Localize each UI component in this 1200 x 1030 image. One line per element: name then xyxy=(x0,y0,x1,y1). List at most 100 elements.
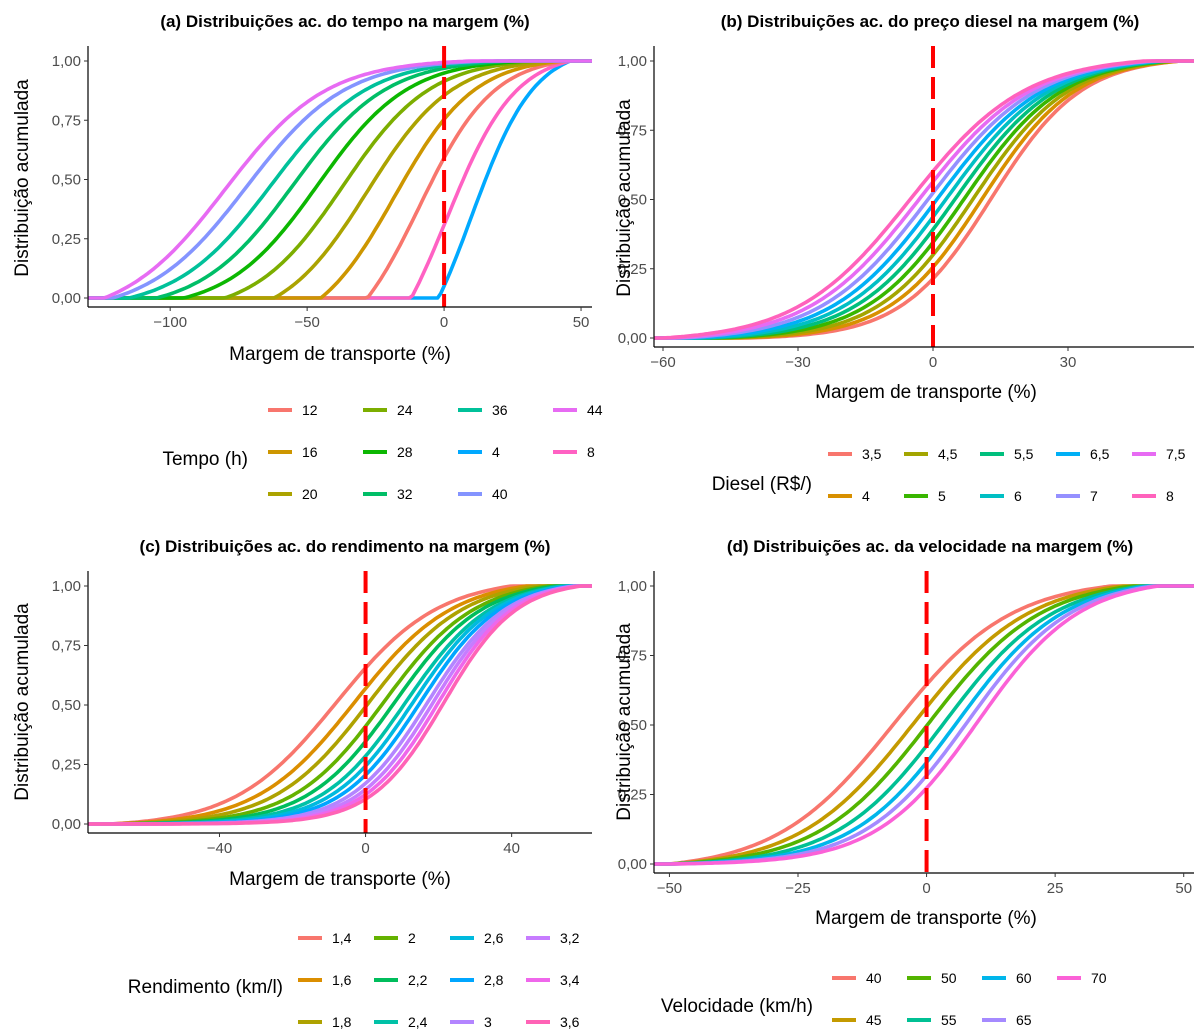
legend: Tempo (h) 12 24 36 44 16 28 4 8 20 32 40 xyxy=(162,402,602,502)
x-tick-label: −60 xyxy=(650,354,675,371)
legend-label-45: 45 xyxy=(866,1012,882,1028)
series-line-7 xyxy=(654,59,1194,340)
y-tick-label: 1,00 xyxy=(52,53,81,70)
y-tick-label: 0,50 xyxy=(52,697,81,714)
series-line-4 xyxy=(654,59,1194,340)
series-line-2,6 xyxy=(88,584,592,826)
legend-label-40: 40 xyxy=(866,970,882,986)
legend-label-70: 70 xyxy=(1091,970,1107,986)
y-tick-label: 0,00 xyxy=(618,856,647,873)
legend-label-4,5: 4,5 xyxy=(938,446,958,462)
series-line-70 xyxy=(654,584,1194,866)
y-tick-label: 0,00 xyxy=(618,330,647,347)
series-line-44 xyxy=(88,59,592,300)
x-tick-label: −40 xyxy=(207,840,232,857)
y-tick-label: 0,00 xyxy=(52,290,81,307)
x-axis-label: Margem de transporte (%) xyxy=(815,382,1037,403)
series-line-40 xyxy=(654,584,1194,866)
legend-label-3,6: 3,6 xyxy=(560,1014,580,1030)
y-tick-label: 1,00 xyxy=(618,578,647,595)
legend-label-6: 6 xyxy=(1014,488,1022,504)
legend-label-44: 44 xyxy=(587,402,603,418)
panel-c: (c) Distribuições ac. do rendimento na m… xyxy=(12,537,592,1030)
legend-title: Diesel (R$/) xyxy=(712,474,812,495)
x-axis-label: Margem de transporte (%) xyxy=(815,908,1037,929)
legend: Velocidade (km/h) 40 50 60 70 45 55 65 xyxy=(661,970,1107,1028)
legend-label-16: 16 xyxy=(302,444,318,460)
series-line-50 xyxy=(654,584,1194,866)
series-line-45 xyxy=(654,584,1194,866)
legend-label-40: 40 xyxy=(492,486,508,502)
legend-label-36: 36 xyxy=(492,402,508,418)
x-tick-label: 25 xyxy=(1047,880,1064,897)
legend-label-20: 20 xyxy=(302,486,318,502)
x-tick-label: 50 xyxy=(573,314,590,331)
y-tick-label: 0,75 xyxy=(618,122,647,139)
panel-title: (c) Distribuições ac. do rendimento na m… xyxy=(140,537,551,556)
y-axis-label: Distribuição acumulada xyxy=(614,99,635,297)
legend-label-2,8: 2,8 xyxy=(484,972,504,988)
y-axis-label: Distribuição acumulada xyxy=(12,79,33,277)
legend-label-7: 7 xyxy=(1090,488,1098,504)
legend-label-1,8: 1,8 xyxy=(332,1014,352,1030)
series-line-5 xyxy=(654,59,1194,340)
panel-title: (a) Distribuições ac. do tempo na margem… xyxy=(160,12,529,31)
legend-label-32: 32 xyxy=(397,486,413,502)
panel-b: (b) Distribuições ac. do preço diesel na… xyxy=(614,12,1194,504)
legend-label-3: 3 xyxy=(484,1014,492,1030)
panel-title: (b) Distribuições ac. do preço diesel na… xyxy=(721,12,1140,31)
y-tick-label: 0,25 xyxy=(618,261,647,278)
series-line-8 xyxy=(654,59,1194,340)
legend-label-24: 24 xyxy=(397,402,413,418)
series-line-1,4 xyxy=(88,584,592,826)
legend-title: Rendimento (km/l) xyxy=(128,977,283,998)
y-axis-label: Distribuição acumulada xyxy=(12,603,33,801)
x-tick-label: −50 xyxy=(294,314,319,331)
series-line-65 xyxy=(654,584,1194,866)
y-tick-label: 0,50 xyxy=(618,717,647,734)
x-tick-label: 40 xyxy=(503,840,520,857)
legend-label-12: 12 xyxy=(302,402,318,418)
y-tick-label: 1,00 xyxy=(52,578,81,595)
series-line-7,5 xyxy=(654,59,1194,340)
y-tick-label: 0,25 xyxy=(52,231,81,248)
y-tick-label: 0,25 xyxy=(52,757,81,774)
x-tick-label: −30 xyxy=(785,354,810,371)
legend-title: Tempo (h) xyxy=(162,449,248,470)
x-tick-label: 0 xyxy=(922,880,930,897)
legend-label-4: 4 xyxy=(492,444,500,460)
x-tick-label: 0 xyxy=(440,314,448,331)
legend-label-3,5: 3,5 xyxy=(862,446,882,462)
legend-label-7,5: 7,5 xyxy=(1166,446,1186,462)
series-line-5,5 xyxy=(654,59,1194,340)
series-line-4,5 xyxy=(654,59,1194,340)
y-tick-label: 0,50 xyxy=(618,192,647,209)
series-line-3,5 xyxy=(654,59,1194,340)
legend-title: Velocidade (km/h) xyxy=(661,996,813,1017)
series-line-55 xyxy=(654,584,1194,866)
legend-label-50: 50 xyxy=(941,970,957,986)
x-tick-label: 0 xyxy=(929,354,937,371)
legend-label-8: 8 xyxy=(1166,488,1174,504)
y-tick-label: 0,75 xyxy=(618,648,647,665)
x-tick-label: −25 xyxy=(785,880,810,897)
legend-label-4: 4 xyxy=(862,488,870,504)
legend-label-60: 60 xyxy=(1016,970,1032,986)
panel-a: (a) Distribuições ac. do tempo na margem… xyxy=(12,12,603,502)
y-tick-label: 0,75 xyxy=(52,112,81,129)
legend-label-2: 2 xyxy=(408,930,416,946)
legend-label-2,2: 2,2 xyxy=(408,972,428,988)
series-line-60 xyxy=(654,584,1194,866)
legend-label-5,5: 5,5 xyxy=(1014,446,1034,462)
y-tick-label: 1,00 xyxy=(618,53,647,70)
x-tick-label: −50 xyxy=(657,880,682,897)
x-tick-label: 50 xyxy=(1175,880,1192,897)
legend-label-65: 65 xyxy=(1016,1012,1032,1028)
panel-title: (d) Distribuições ac. da velocidade na m… xyxy=(727,537,1133,556)
y-axis-label: Distribuição acumulada xyxy=(614,623,635,821)
legend-label-6,5: 6,5 xyxy=(1090,446,1110,462)
x-tick-label: 30 xyxy=(1060,354,1077,371)
legend-label-5: 5 xyxy=(938,488,946,504)
legend-label-2,6: 2,6 xyxy=(484,930,504,946)
